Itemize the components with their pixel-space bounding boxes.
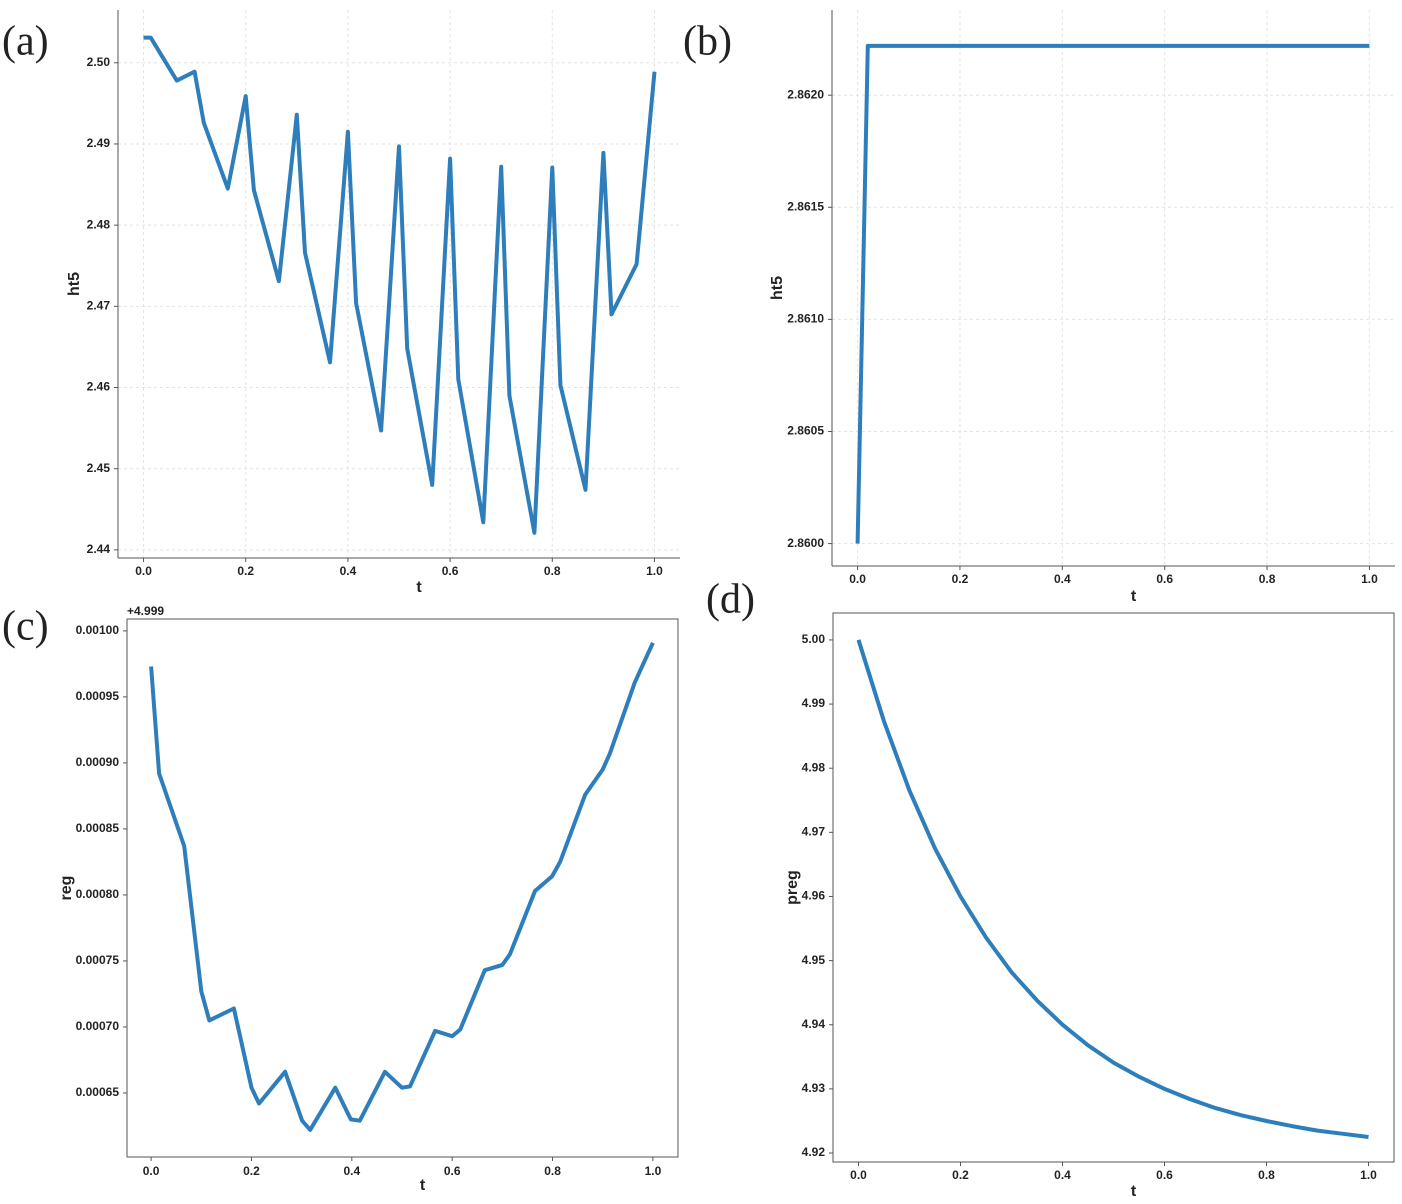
- x-axis-label: t: [420, 1177, 426, 1194]
- y-tick-label: 2.49: [87, 136, 111, 150]
- x-tick-label: 0.2: [952, 1168, 969, 1182]
- x-tick-label: 1.0: [646, 564, 663, 578]
- data-line: [856, 639, 1369, 1139]
- y-tick-label: 0.00065: [76, 1085, 120, 1099]
- y-tick-label: 2.46: [87, 380, 111, 394]
- x-tick-label: 0.8: [1258, 1168, 1275, 1182]
- panel-label: (a): [2, 19, 49, 65]
- x-tick-label: 1.0: [1360, 1168, 1377, 1182]
- subplot: 2.8600 2.8605 2.8610 2.8615 2.8620 0.0 0.2 0.4 0…: [683, 10, 1395, 605]
- y-tick-label: 4.98: [802, 760, 826, 774]
- y-tick-label: 2.8600: [787, 536, 824, 550]
- x-tick-label: 0.0: [849, 572, 866, 586]
- y-tick-label: 2.8615: [787, 199, 824, 213]
- y-tick-label: 2.50: [87, 55, 111, 69]
- y-tick-label: 4.93: [802, 1081, 826, 1095]
- y-tick-label: 0.00080: [76, 887, 120, 901]
- x-tick-label: 0.2: [952, 572, 969, 586]
- data-line: [855, 43, 1370, 544]
- x-tick-label: 0.4: [1054, 572, 1071, 586]
- y-tick-label: 4.94: [802, 1017, 826, 1031]
- y-tick-label: 0.00075: [76, 953, 120, 967]
- x-tick-label: 0.4: [1054, 1168, 1071, 1182]
- y-tick-label: 4.97: [802, 825, 826, 839]
- panel-label: (b): [683, 19, 732, 65]
- x-axis-label: t: [416, 579, 422, 596]
- x-tick-label: 0.0: [143, 1164, 160, 1178]
- panel-label: (c): [2, 604, 49, 650]
- x-axis-label: t: [1131, 588, 1137, 605]
- x-tick-label: 0.2: [237, 564, 254, 578]
- x-axis-label: t: [1131, 1183, 1137, 1200]
- y-tick-label: 2.8620: [787, 87, 824, 101]
- y-axis-label: preg: [784, 870, 801, 905]
- y-tick-label: 4.95: [802, 953, 826, 967]
- subplot: 0.00065 0.00070 0.00075 0.00080 0.00085 0.000…: [2, 604, 679, 1194]
- x-tick-label: 0.0: [135, 564, 152, 578]
- y-tick-label: 4.92: [802, 1145, 826, 1159]
- x-tick-label: 0.6: [1156, 572, 1173, 586]
- x-tick-label: 0.8: [1259, 572, 1276, 586]
- subplot: 2.44 2.45 2.46 2.47 2.48 2.49 2.50 0.0 0.2 0.4 0.6…: [2, 10, 680, 596]
- y-axis-label: ht5: [66, 272, 83, 296]
- y-tick-label: 5.00: [802, 632, 826, 646]
- x-tick-label: 0.6: [444, 1164, 461, 1178]
- y-tick-label: 2.47: [87, 298, 111, 312]
- y-tick-label: 4.96: [802, 889, 826, 903]
- y-tick-label: 2.44: [87, 542, 111, 556]
- y-tick-label: 0.00070: [76, 1019, 120, 1033]
- x-tick-label: 0.4: [343, 1164, 360, 1178]
- y-tick-label: 0.00090: [76, 755, 120, 769]
- panel-label: (d): [706, 577, 755, 623]
- y-tick-label: 0.00085: [76, 821, 120, 835]
- x-tick-label: 1.0: [645, 1164, 662, 1178]
- y-axis-label: reg: [58, 876, 75, 901]
- y-tick-label: 2.48: [87, 217, 111, 231]
- x-tick-label: 0.8: [544, 564, 561, 578]
- x-tick-label: 0.6: [1156, 1168, 1173, 1182]
- x-tick-label: 0.6: [442, 564, 459, 578]
- y-tick-label: 0.00100: [76, 623, 120, 637]
- y-tick-label: 2.45: [87, 461, 111, 475]
- subplot: 4.92 4.93 4.94 4.95 4.96 4.97 4.98 4.99 5.00 0.0 0…: [706, 577, 1395, 1200]
- x-tick-label: 0.2: [243, 1164, 260, 1178]
- offset-text: +4.999: [127, 604, 164, 618]
- y-tick-label: 2.8605: [787, 424, 824, 438]
- x-tick-label: 0.0: [850, 1168, 867, 1182]
- data-line: [143, 35, 657, 535]
- axes-frame: [126, 618, 679, 1158]
- x-tick-label: 1.0: [1361, 572, 1378, 586]
- y-axis-label: ht5: [769, 276, 786, 300]
- y-tick-label: 2.8610: [787, 312, 824, 326]
- axes-frame: [832, 612, 1395, 1163]
- y-tick-label: 4.99: [802, 696, 826, 710]
- data-line: [149, 641, 655, 1132]
- y-tick-label: 0.00095: [76, 689, 120, 703]
- x-tick-label: 0.4: [340, 564, 357, 578]
- x-tick-label: 0.8: [544, 1164, 561, 1178]
